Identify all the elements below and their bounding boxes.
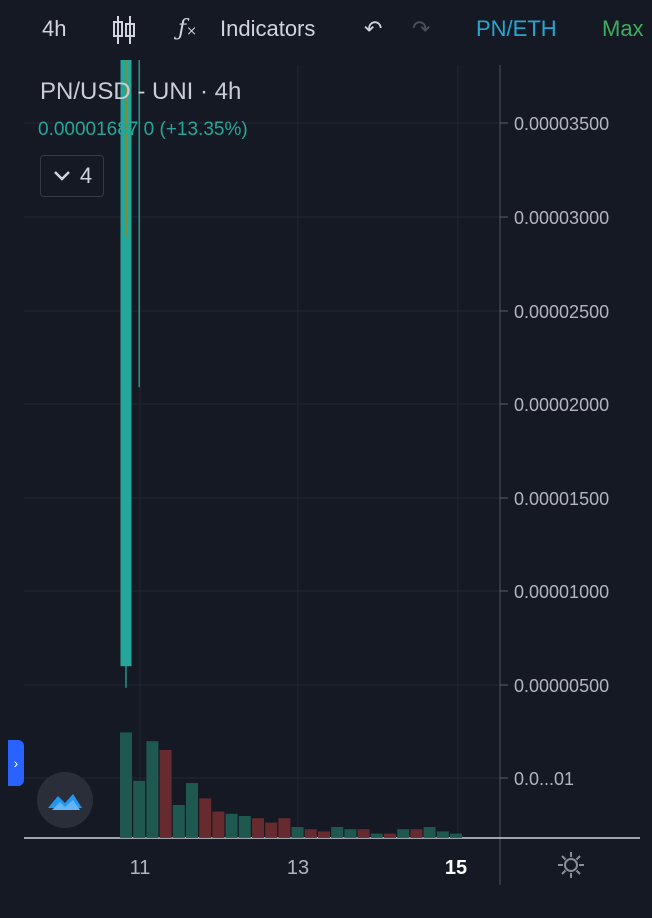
- volume-bar: [212, 811, 225, 838]
- volume-bar: [120, 732, 132, 838]
- volume-bar: [265, 822, 278, 838]
- x-tick-label: 15: [445, 857, 467, 879]
- y-tick-label: 0.00001500: [514, 489, 609, 509]
- volume-bar: [344, 829, 357, 838]
- volume-bar: [146, 741, 159, 838]
- y-tick-label: 0.00002000: [514, 395, 609, 415]
- indicators-button[interactable]: Indicators: [220, 16, 316, 41]
- y-tick-label: 0.00003000: [514, 208, 609, 228]
- volume-bar: [384, 833, 396, 838]
- pair-switch-button[interactable]: PN/ETH: [476, 16, 557, 41]
- volume-bar: [423, 827, 436, 838]
- volume-bar: [318, 831, 330, 838]
- legend-title: PN/USD - UNI · 4h: [40, 78, 242, 105]
- cloud-logo-icon: [48, 794, 82, 810]
- x-tick-label: 11: [130, 857, 151, 879]
- volume-bar: [357, 829, 370, 838]
- y-tick-label: 0.00001000: [514, 582, 609, 602]
- volume-bar: [199, 798, 212, 838]
- chevron-right-icon: ›: [13, 755, 19, 771]
- volume-bar: [225, 813, 238, 838]
- volume-bar: [186, 783, 198, 838]
- x-tick-label: 13: [287, 857, 309, 879]
- settings-gear-icon[interactable]: [556, 850, 586, 880]
- volume-bar: [410, 829, 423, 838]
- volume-bar: [238, 816, 251, 838]
- y-tick-label: 0.00000500: [514, 676, 609, 696]
- redo-icon[interactable]: ↷: [412, 16, 431, 41]
- tradingview-logo[interactable]: [37, 772, 93, 828]
- volume-bar: [450, 833, 462, 838]
- candles-icon[interactable]: [110, 14, 138, 54]
- legend-values: 0.00001687 0 (+13.35%): [38, 119, 248, 140]
- volume-bar: [133, 780, 146, 838]
- volume-bar: [331, 827, 344, 838]
- volume-bar: [397, 829, 410, 838]
- y-tick-label: 0.0...01: [514, 769, 574, 789]
- undo-icon[interactable]: ↶: [364, 16, 383, 41]
- volume-bar: [172, 805, 185, 838]
- volume-bar: [436, 831, 449, 838]
- price-chart[interactable]: 0.00003500 0.00003000 0.00002500 0.00002000…: [0, 60, 652, 918]
- volume-bar: [370, 833, 383, 838]
- legend-collapse-button[interactable]: 4: [40, 155, 104, 197]
- volume-bar: [252, 818, 264, 838]
- y-tick-label: 0.00002500: [514, 302, 609, 322]
- interval-button[interactable]: 4h: [42, 16, 67, 41]
- side-panel-tab[interactable]: ›: [8, 740, 24, 786]
- legend-collapse-count: 4: [79, 163, 93, 188]
- candle-body: [120, 60, 132, 667]
- max-button[interactable]: Max: [602, 16, 644, 41]
- volume-bar: [278, 818, 291, 838]
- y-tick-label: 0.00003500: [514, 114, 609, 134]
- volume-bar: [159, 750, 172, 838]
- toolbar: 4h ƒ× Indicators ↶ ↷ PN/ETH Max: [0, 0, 652, 60]
- volume-bar: [304, 829, 317, 838]
- chevron-down-icon: [53, 171, 70, 181]
- fx-icon[interactable]: ƒ×: [178, 16, 198, 41]
- volume-bar: [291, 827, 304, 838]
